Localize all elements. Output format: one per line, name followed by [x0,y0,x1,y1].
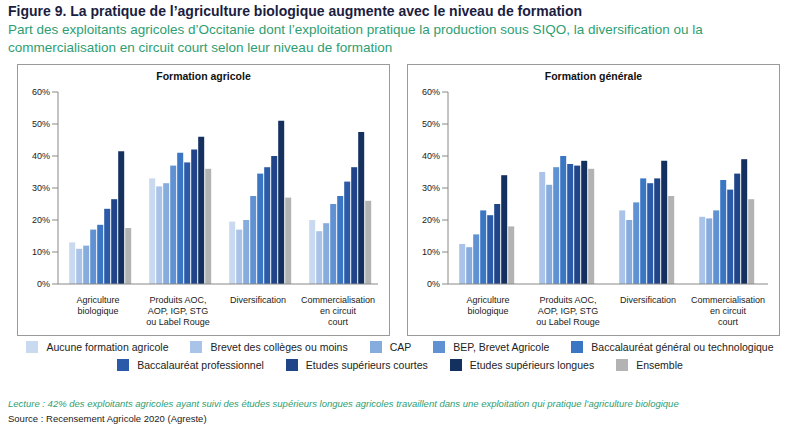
svg-text:50%: 50% [32,119,50,129]
svg-text:10%: 10% [422,247,440,257]
html-text:Formation agricole: Formation agricole [156,70,251,82]
html-text:Etudes supérieurs longues: Etudes supérieurs longues [469,359,595,371]
svg-text:Produits AOC,AOP, IGP, STGou L: Produits AOC,AOP, IGP, STGou Label Rouge [146,295,210,327]
html-text:Etudes supérieurs courtes: Etudes supérieurs courtes [305,359,428,371]
svg-text:Commercialisationen circuitcou: Commercialisationen circuitcourt [691,295,765,327]
svg-text:Diversification: Diversification [620,295,676,305]
svg-text:Diversification: Diversification [230,295,286,305]
html-text:Part des exploitants agricoles: Part des exploitants agricoles d’Occitan… [8,22,703,55]
html-text:Ensemble: Ensemble [636,359,683,371]
html-text:Baccalauréat général ou techno: Baccalauréat général ou technologique [591,341,774,353]
svg-text:50%: 50% [422,119,440,129]
html-text:Lecture : 42% des exploitants: Lecture : 42% des exploitants agricoles … [8,398,679,409]
svg-text:Agriculturebiologique: Agriculturebiologique [466,295,509,316]
html-text:Brevet des collèges ou moins: Brevet des collèges ou moins [210,341,348,353]
svg-text:40%: 40% [32,151,50,161]
html-text:Formation générale: Formation générale [544,70,643,82]
svg-text:10%: 10% [32,247,50,257]
svg-text:0%: 0% [427,279,440,289]
html-text:CAP: CAP [389,341,412,353]
svg-text:Agriculturebiologique: Agriculturebiologique [76,295,119,316]
svg-text:Commercialisationen circuitcou: Commercialisationen circuitcourt [301,295,375,327]
html-text:Baccalauréat professionnel: Baccalauréat professionnel [137,359,264,371]
svg-text:20%: 20% [422,215,440,225]
svg-text:0%: 0% [37,279,50,289]
html-text:BEP, Brevet Agricole: BEP, Brevet Agricole [453,341,550,353]
html-text:Aucune formation agricole: Aucune formation agricole [46,341,169,353]
svg-text:30%: 30% [422,183,440,193]
svg-text:Produits AOC,AOP, IGP, STGou L: Produits AOC,AOP, IGP, STGou Label Rouge [536,295,600,327]
svg-text:40%: 40% [422,151,440,161]
html-text:Figure 9. La pratique de l’agr: Figure 9. La pratique de l’agriculture b… [8,3,583,19]
svg-text:30%: 30% [32,183,50,193]
svg-text:60%: 60% [422,87,440,97]
svg-text:20%: 20% [32,215,50,225]
html-text:Source : Recensement Agricole: Source : Recensement Agricole 2020 (Agre… [8,413,207,424]
svg-text:60%: 60% [32,87,50,97]
